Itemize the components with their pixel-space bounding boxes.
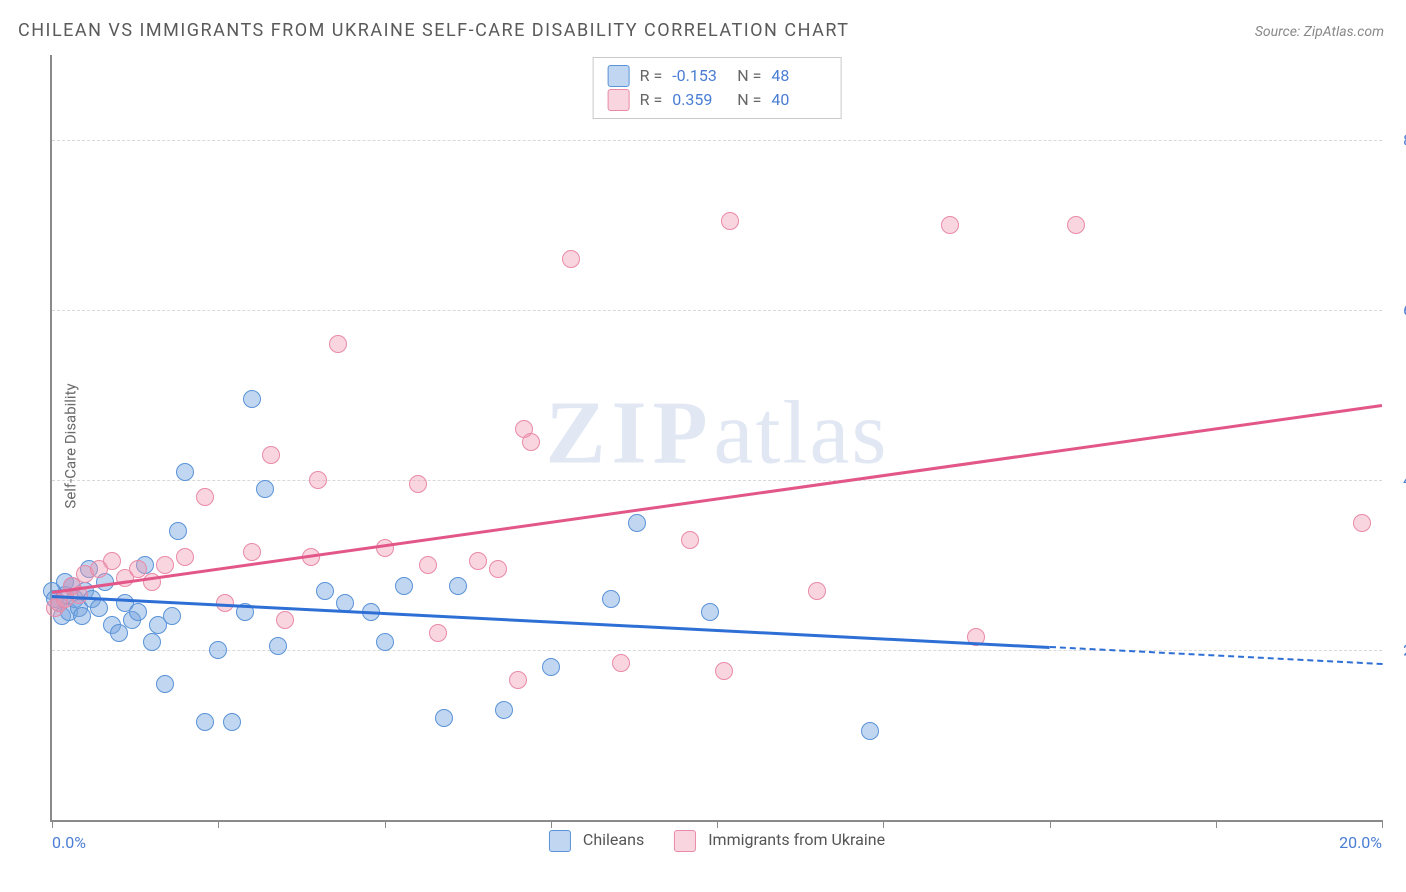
data-point	[223, 713, 241, 731]
legend-r-label: R =	[640, 88, 663, 112]
data-point	[276, 611, 294, 629]
legend-n-label: N =	[737, 88, 761, 112]
data-point	[395, 577, 413, 595]
data-point	[542, 658, 560, 676]
legend-swatch-icon	[608, 65, 630, 87]
data-point	[602, 590, 620, 608]
x-tick	[1216, 820, 1217, 828]
legend-n-value: 40	[771, 88, 826, 112]
data-point	[176, 463, 194, 481]
data-point	[435, 709, 453, 727]
data-point	[1353, 514, 1371, 532]
legend-item: Immigrants from Ukraine	[674, 830, 885, 852]
data-point	[309, 471, 327, 489]
data-point	[103, 552, 121, 570]
data-point	[469, 552, 487, 570]
gridline	[52, 310, 1382, 311]
watermark-zip: ZIP	[546, 383, 714, 482]
data-point	[376, 539, 394, 557]
plot-area: ZIPatlas R = -0.153 N = 48 R = 0.359 N =…	[50, 55, 1382, 822]
data-point	[495, 701, 513, 719]
data-point	[701, 603, 719, 621]
watermark-atlas: atlas	[714, 383, 889, 482]
data-point	[90, 599, 108, 617]
x-tick-label: 20.0%	[1339, 833, 1382, 852]
gridline	[52, 650, 1382, 651]
legend-stats-box: R = -0.153 N = 48 R = 0.359 N = 40	[593, 57, 842, 119]
legend-swatch-icon	[674, 830, 696, 852]
legend-item: Chileans	[549, 830, 644, 852]
data-point	[628, 514, 646, 532]
legend-swatch-icon	[549, 830, 571, 852]
data-point	[612, 654, 630, 672]
bottom-legend: Chileans Immigrants from Ukraine	[549, 830, 885, 852]
legend-r-value: 0.359	[672, 88, 727, 112]
trend-line	[52, 595, 1050, 648]
data-point	[329, 335, 347, 353]
data-point	[941, 216, 959, 234]
x-tick	[218, 820, 219, 828]
data-point	[449, 577, 467, 595]
legend-label: Immigrants from Ukraine	[708, 830, 885, 849]
data-point	[163, 607, 181, 625]
legend-label: Chileans	[583, 830, 644, 849]
x-tick	[52, 820, 53, 828]
data-point	[156, 556, 174, 574]
data-point	[808, 582, 826, 600]
data-point	[209, 641, 227, 659]
data-point	[156, 675, 174, 693]
data-point	[429, 624, 447, 642]
gridline	[52, 480, 1382, 481]
gridline	[52, 140, 1382, 141]
legend-r-value: -0.153	[672, 64, 727, 88]
data-point	[681, 531, 699, 549]
legend-swatch-icon	[608, 89, 630, 111]
x-tick-label: 0.0%	[52, 833, 86, 852]
trend-line	[52, 404, 1382, 593]
data-point	[196, 713, 214, 731]
data-point	[243, 390, 261, 408]
data-point	[509, 671, 527, 689]
data-point	[522, 433, 540, 451]
watermark: ZIPatlas	[546, 381, 889, 484]
data-point	[376, 633, 394, 651]
chart-source: Source: ZipAtlas.com	[1255, 24, 1384, 40]
data-point	[861, 722, 879, 740]
data-point	[256, 480, 274, 498]
data-point	[715, 662, 733, 680]
chart-title: CHILEAN VS IMMIGRANTS FROM UKRAINE SELF-…	[18, 20, 849, 41]
data-point	[143, 633, 161, 651]
data-point	[262, 446, 280, 464]
data-point	[243, 543, 261, 561]
x-tick	[1382, 820, 1383, 828]
x-tick	[717, 820, 718, 828]
data-point	[73, 607, 91, 625]
x-tick	[385, 820, 386, 828]
data-point	[721, 212, 739, 230]
data-point	[1067, 216, 1085, 234]
chart-container: CHILEAN VS IMMIGRANTS FROM UKRAINE SELF-…	[0, 0, 1406, 892]
data-point	[176, 548, 194, 566]
data-point	[562, 250, 580, 268]
legend-stats-row: R = -0.153 N = 48	[608, 64, 827, 88]
data-point	[129, 603, 147, 621]
data-point	[409, 475, 427, 493]
trend-line-dash	[1049, 646, 1382, 665]
data-point	[316, 582, 334, 600]
legend-n-label: N =	[737, 64, 761, 88]
data-point	[419, 556, 437, 574]
legend-stats-row: R = 0.359 N = 40	[608, 88, 827, 112]
data-point	[196, 488, 214, 506]
x-tick	[1050, 820, 1051, 828]
legend-n-value: 48	[771, 64, 826, 88]
x-tick	[551, 820, 552, 828]
data-point	[169, 522, 187, 540]
data-point	[489, 560, 507, 578]
legend-r-label: R =	[640, 64, 663, 88]
x-tick	[883, 820, 884, 828]
data-point	[269, 637, 287, 655]
